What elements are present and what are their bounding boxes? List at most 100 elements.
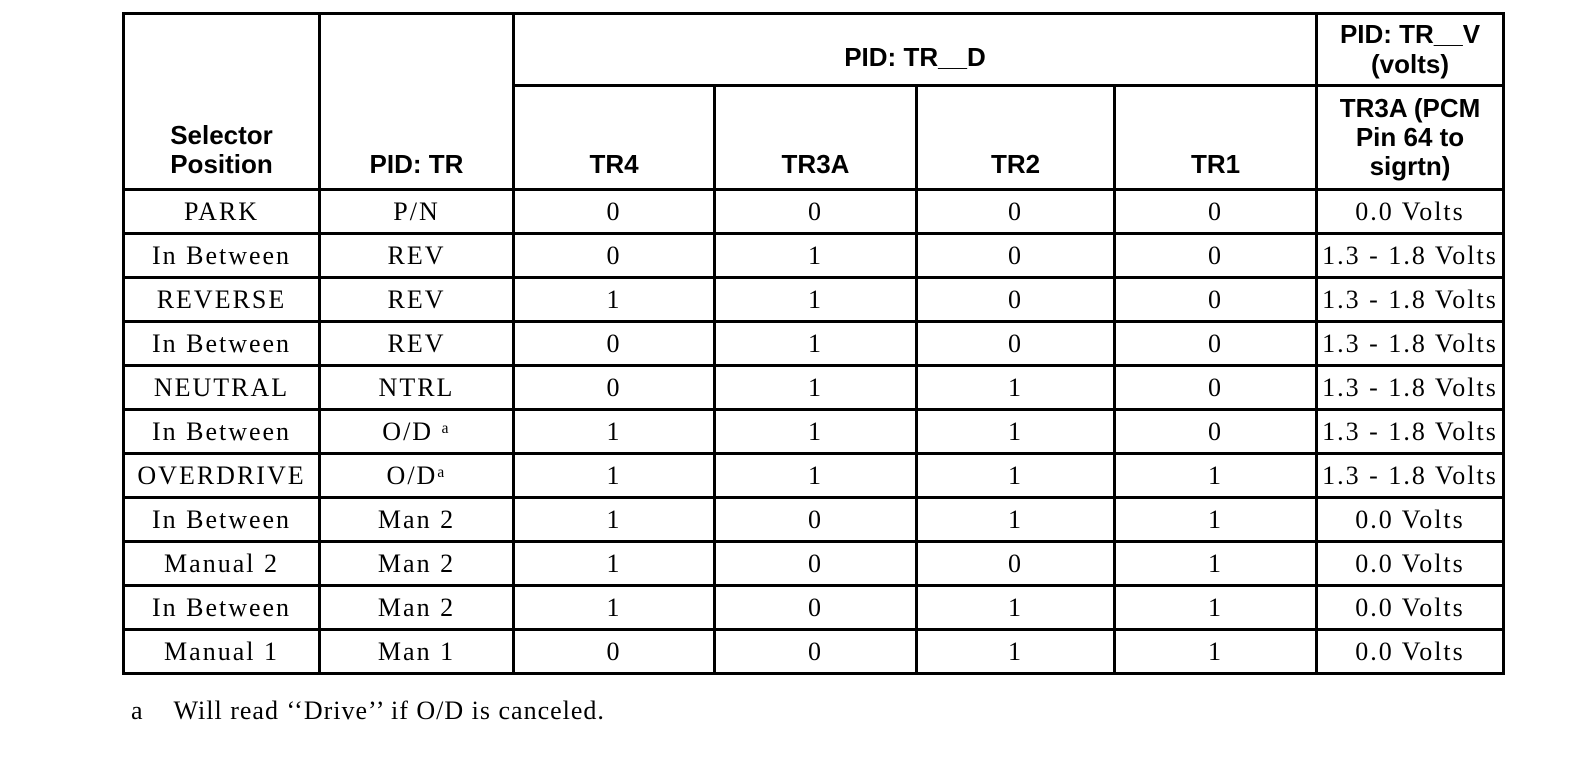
- cell-tr2: 0: [915, 188, 1116, 235]
- header-pid-tr: PID: TR: [318, 12, 515, 191]
- cell-tr3a: 1: [713, 320, 918, 367]
- cell-tr2: 1: [915, 628, 1116, 675]
- cell-tr4: 0: [512, 628, 716, 675]
- cell-tr1: 1: [1112, 628, 1319, 675]
- table-row: In Between REV 0 1 0 0 1.3 - 1.8 Volts: [122, 232, 1506, 279]
- cell-selector-position: PARK: [122, 188, 321, 235]
- cell-tr3a: 0: [713, 188, 918, 235]
- footnote-marker: a: [131, 696, 144, 725]
- cell-pid-tr: O/Dᵃ: [318, 452, 515, 499]
- header-selector-position: Selector Position: [122, 12, 321, 191]
- cell-selector-position: In Between: [122, 496, 321, 543]
- cell-pid-tr: REV: [318, 276, 515, 323]
- cell-tr3a: 0: [713, 496, 918, 543]
- cell-tr2: 0: [915, 276, 1116, 323]
- table-row: In Between O/D ᵃ 1 1 1 0 1.3 - 1.8 Volts: [122, 408, 1506, 455]
- cell-pid-tr: O/D ᵃ: [318, 408, 515, 455]
- cell-selector-position: In Between: [122, 408, 321, 455]
- cell-pid-tr: Man 1: [318, 628, 515, 675]
- cell-tr1: 0: [1112, 232, 1319, 279]
- cell-tr1: 1: [1112, 540, 1319, 587]
- cell-pid-tr: Man 2: [318, 496, 515, 543]
- cell-tr1: 0: [1112, 364, 1319, 411]
- cell-tr4: 0: [512, 320, 716, 367]
- cell-tr3a: 0: [713, 584, 918, 631]
- cell-tr4: 1: [512, 452, 716, 499]
- cell-tr-v-volts: 0.0 Volts: [1315, 584, 1506, 631]
- cell-tr1: 1: [1112, 496, 1319, 543]
- cell-tr3a: 0: [713, 540, 918, 587]
- cell-tr4: 0: [512, 188, 716, 235]
- cell-pid-tr: Man 2: [318, 584, 515, 631]
- cell-tr-v-volts: 0.0 Volts: [1315, 540, 1506, 587]
- cell-tr1: 1: [1112, 452, 1319, 499]
- cell-tr-v-volts: 1.3 - 1.8 Volts: [1315, 320, 1506, 367]
- header-pid-tr-v: PID: TR__V (volts): [1315, 12, 1506, 87]
- table-row: OVERDRIVE O/Dᵃ 1 1 1 1 1.3 - 1.8 Volts: [122, 452, 1506, 499]
- cell-pid-tr: Man 2: [318, 540, 515, 587]
- header-tr3a-pcm-pin: TR3A (PCM Pin 64 to sigrtn): [1315, 84, 1506, 191]
- cell-tr1: 0: [1112, 408, 1319, 455]
- cell-tr1: 0: [1112, 320, 1319, 367]
- cell-tr3a: 1: [713, 276, 918, 323]
- cell-tr3a: 1: [713, 364, 918, 411]
- cell-tr1: 1: [1112, 584, 1319, 631]
- cell-tr3a: 1: [713, 408, 918, 455]
- cell-selector-position: OVERDRIVE: [122, 452, 321, 499]
- cell-pid-tr: REV: [318, 232, 515, 279]
- cell-selector-position: In Between: [122, 584, 321, 631]
- cell-tr4: 1: [512, 540, 716, 587]
- cell-tr-v-volts: 0.0 Volts: [1315, 628, 1506, 675]
- header-row-top: Selector Position PID: TR PID: TR__D PID…: [122, 12, 1506, 191]
- table-row: Manual 1 Man 1 0 0 1 1 0.0 Volts: [122, 628, 1506, 675]
- cell-tr-v-volts: 1.3 - 1.8 Volts: [1315, 408, 1506, 455]
- cell-tr4: 0: [512, 364, 716, 411]
- header-tr1: TR1: [1112, 84, 1319, 191]
- cell-tr1: 0: [1112, 188, 1319, 235]
- cell-tr2: 1: [915, 408, 1116, 455]
- cell-tr-v-volts: 1.3 - 1.8 Volts: [1315, 452, 1506, 499]
- cell-tr-v-volts: 1.3 - 1.8 Volts: [1315, 276, 1506, 323]
- cell-pid-tr: NTRL: [318, 364, 515, 411]
- table-row: In Between Man 2 1 0 1 1 0.0 Volts: [122, 584, 1506, 631]
- cell-tr4: 1: [512, 584, 716, 631]
- cell-tr3a: 1: [713, 232, 918, 279]
- cell-selector-position: Manual 1: [122, 628, 321, 675]
- cell-tr4: 1: [512, 496, 716, 543]
- cell-tr2: 0: [915, 540, 1116, 587]
- table-body: PARK P/N 0 0 0 0 0.0 Volts In Between RE…: [122, 188, 1506, 675]
- cell-pid-tr: REV: [318, 320, 515, 367]
- transmission-range-table: Selector Position PID: TR PID: TR__D PID…: [122, 12, 1506, 675]
- table-row: PARK P/N 0 0 0 0 0.0 Volts: [122, 188, 1506, 235]
- header-tr2: TR2: [915, 84, 1116, 191]
- table-row: Manual 2 Man 2 1 0 0 1 0.0 Volts: [122, 540, 1506, 587]
- cell-pid-tr: P/N: [318, 188, 515, 235]
- cell-tr4: 0: [512, 232, 716, 279]
- table-header: Selector Position PID: TR PID: TR__D PID…: [122, 12, 1506, 191]
- footnote: a Will read ‘‘Drive’’ if O/D is canceled.: [131, 696, 605, 726]
- header-tr3a: TR3A: [713, 84, 918, 191]
- cell-tr3a: 0: [713, 628, 918, 675]
- header-pid-tr-d: PID: TR__D: [511, 12, 1319, 87]
- cell-tr4: 1: [512, 408, 716, 455]
- cell-selector-position: Manual 2: [122, 540, 321, 587]
- cell-tr2: 1: [915, 364, 1116, 411]
- cell-tr-v-volts: 0.0 Volts: [1315, 188, 1506, 235]
- cell-tr3a: 1: [713, 452, 918, 499]
- cell-tr2: 1: [915, 496, 1116, 543]
- header-row-sub: TR4 TR3A TR2 TR1 TR3A (PCM Pin 64 to sig…: [124, 84, 1506, 191]
- table-row: NEUTRAL NTRL 0 1 1 0 1.3 - 1.8 Volts: [122, 364, 1506, 411]
- cell-selector-position: In Between: [122, 320, 321, 367]
- table-row: In Between REV 0 1 0 0 1.3 - 1.8 Volts: [122, 320, 1506, 367]
- cell-selector-position: In Between: [122, 232, 321, 279]
- cell-tr-v-volts: 1.3 - 1.8 Volts: [1315, 232, 1506, 279]
- footnote-text: Will read ‘‘Drive’’ if O/D is canceled.: [173, 696, 605, 725]
- header-tr4: TR4: [512, 84, 716, 191]
- cell-selector-position: REVERSE: [122, 276, 321, 323]
- cell-tr-v-volts: 0.0 Volts: [1315, 496, 1506, 543]
- cell-tr4: 1: [512, 276, 716, 323]
- cell-tr2: 1: [915, 584, 1116, 631]
- cell-tr-v-volts: 1.3 - 1.8 Volts: [1315, 364, 1506, 411]
- table-row: In Between Man 2 1 0 1 1 0.0 Volts: [122, 496, 1506, 543]
